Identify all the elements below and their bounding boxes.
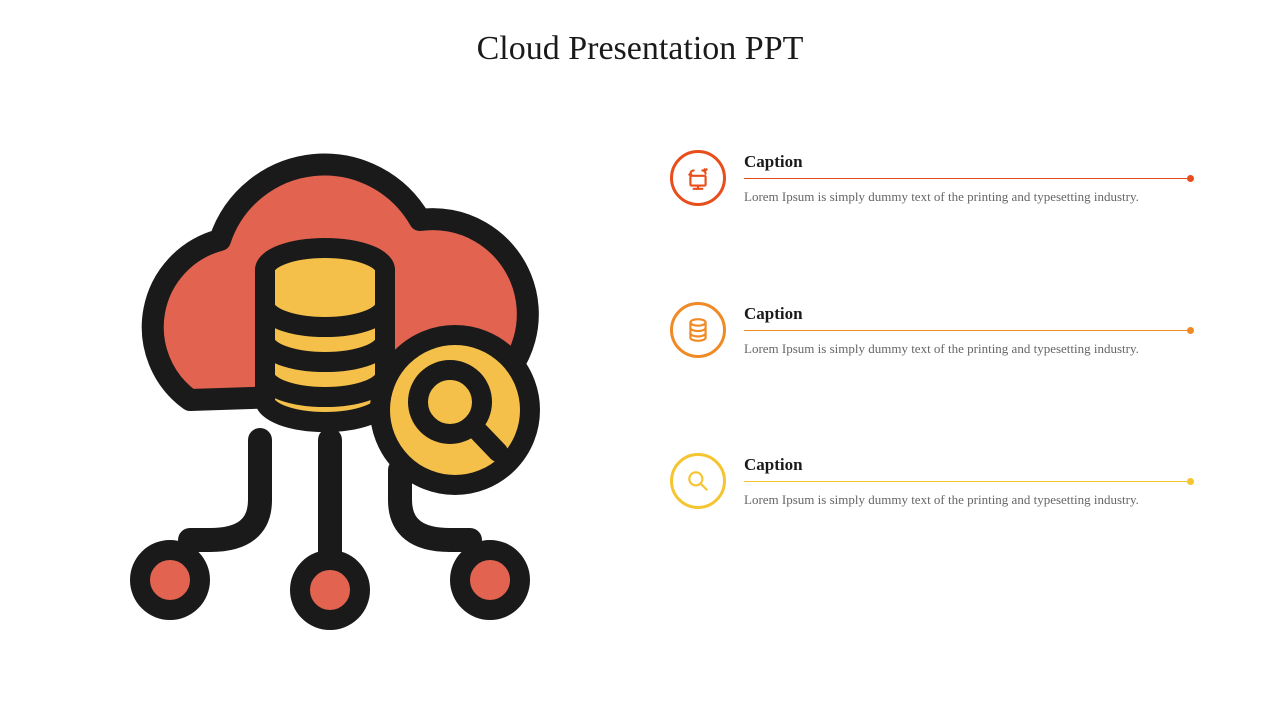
database-icon (670, 302, 726, 358)
item-text-block: Caption Lorem Ipsum is simply dummy text… (744, 453, 1190, 510)
page-title: Cloud Presentation PPT (0, 30, 1280, 68)
item-body: Lorem Ipsum is simply dummy text of the … (744, 490, 1190, 510)
cloud-illustration (80, 140, 580, 640)
list-item: Caption Lorem Ipsum is simply dummy text… (670, 150, 1190, 207)
item-body: Lorem Ipsum is simply dummy text of the … (744, 339, 1190, 359)
divider-line (744, 178, 1190, 179)
item-text-block: Caption Lorem Ipsum is simply dummy text… (744, 302, 1190, 359)
item-text-block: Caption Lorem Ipsum is simply dummy text… (744, 150, 1190, 207)
caption-list: Caption Lorem Ipsum is simply dummy text… (670, 150, 1190, 605)
item-caption: Caption (744, 304, 1190, 324)
search-icon (670, 453, 726, 509)
item-caption: Caption (744, 455, 1190, 475)
item-caption: Caption (744, 152, 1190, 172)
list-item: Caption Lorem Ipsum is simply dummy text… (670, 453, 1190, 510)
divider-line (744, 330, 1190, 331)
cloud-sync-icon (670, 150, 726, 206)
list-item: Caption Lorem Ipsum is simply dummy text… (670, 302, 1190, 359)
item-body: Lorem Ipsum is simply dummy text of the … (744, 187, 1190, 207)
divider-line (744, 481, 1190, 482)
